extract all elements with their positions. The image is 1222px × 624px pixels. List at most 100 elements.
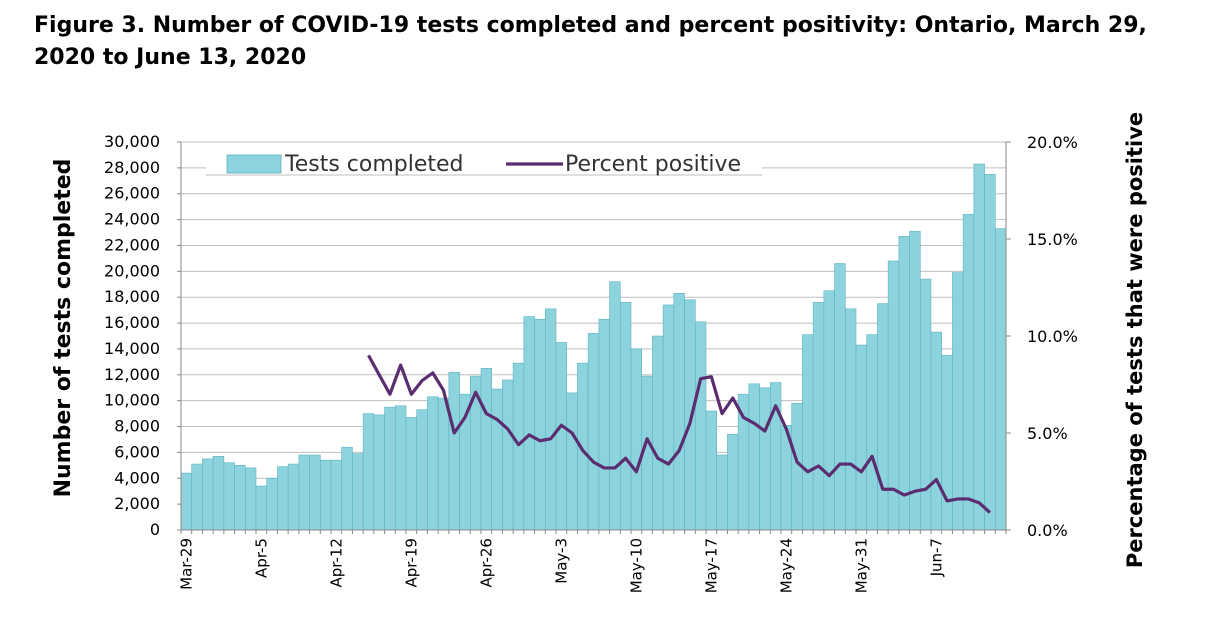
bar [609, 281, 621, 531]
bar [534, 318, 546, 531]
bar [298, 454, 310, 531]
bar [930, 331, 943, 531]
left-tick-label: 6,000 [114, 442, 160, 461]
bar [877, 303, 889, 531]
bar [566, 392, 578, 531]
bar [844, 308, 857, 531]
left-tick-label: 14,000 [104, 339, 160, 358]
bar [362, 413, 375, 531]
bar [244, 467, 257, 531]
bar [373, 414, 385, 531]
bar [941, 355, 953, 531]
bar [898, 236, 910, 531]
bar [319, 459, 332, 531]
bar [234, 465, 246, 531]
bar [266, 477, 278, 531]
bar [587, 333, 600, 531]
bar [727, 433, 739, 531]
x-tick-label: Apr-26 [477, 538, 495, 588]
x-tick-label: Apr-5 [252, 538, 270, 578]
y-axis-label: Number of tests completed [51, 159, 76, 498]
bar [384, 406, 396, 531]
figure-title: Figure 3. Number of COVID-19 tests compl… [34, 13, 1147, 70]
bar [212, 455, 225, 531]
bar [480, 368, 493, 531]
x-tick-label: Apr-12 [327, 538, 345, 588]
bar [705, 410, 718, 531]
x-tick-label: Jun-7 [927, 538, 945, 577]
left-tick-label: 24,000 [104, 210, 160, 229]
bar [405, 417, 418, 531]
bar [994, 228, 1007, 531]
x-tick-label: Apr-19 [402, 538, 420, 588]
right-axis-ticks: 0.0% 5.0% 10.0% 15.0% 20.0% [1006, 133, 1078, 540]
left-tick-label: 4,000 [114, 468, 160, 487]
bar [180, 472, 193, 531]
bar [330, 459, 343, 531]
bar [287, 463, 300, 531]
left-tick-label: 8,000 [114, 417, 160, 436]
left-tick-label: 0 [150, 520, 160, 539]
left-tick-label: 30,000 [104, 132, 160, 151]
x-axis-ticks: Mar-29 Apr-5 Apr-12 Apr-19 Apr-26 May-3 May-10… [177, 530, 1007, 593]
bar [223, 462, 235, 531]
left-tick-label: 22,000 [104, 235, 160, 254]
left-tick-label: 2,000 [114, 494, 160, 513]
bar [512, 362, 525, 531]
bar [759, 387, 771, 531]
legend-box [206, 153, 762, 175]
bar [684, 299, 696, 531]
left-tick-label: 28,000 [104, 158, 160, 177]
bar [416, 409, 428, 531]
percent-positive-line [367, 354, 992, 514]
bar [909, 230, 921, 531]
bar [191, 463, 203, 531]
x-tick-label: May-24 [777, 538, 795, 593]
left-tick-label: 10,000 [104, 391, 160, 410]
x-tick-label: May-17 [702, 538, 720, 593]
bar [491, 388, 503, 531]
right-tick-label: 15.0% [1027, 230, 1078, 249]
bar [716, 454, 728, 531]
bar [630, 348, 643, 531]
bar [255, 485, 268, 531]
bar [341, 446, 353, 531]
bar [394, 405, 407, 531]
right-tick-label: 0.0% [1027, 521, 1068, 540]
bar [834, 263, 846, 531]
bar [619, 302, 632, 531]
left-axis-ticks: 0 2,000 4,000 6,000 8,000 10,000 12,000 14,000 1… [104, 132, 181, 539]
bar [502, 379, 514, 531]
legend-label-positive: Percent positive [565, 152, 741, 177]
x-tick-label: May-10 [627, 538, 645, 593]
bar [694, 321, 707, 531]
right-tick-label: 5.0% [1027, 424, 1068, 443]
bar [919, 278, 932, 531]
bar [427, 396, 439, 531]
line-percent-positive [367, 354, 992, 514]
x-tick-label: Mar-29 [177, 538, 195, 590]
right-tick-label: 10.0% [1027, 327, 1078, 346]
bars-tests-completed [180, 163, 1007, 531]
bar [673, 293, 685, 531]
bar [352, 453, 364, 531]
bar [802, 334, 814, 531]
bar [598, 318, 610, 531]
bar [309, 454, 321, 531]
bar [662, 304, 675, 531]
bar [544, 308, 557, 531]
x-tick-label: May-31 [852, 538, 870, 593]
bar [855, 344, 868, 531]
bar [973, 163, 985, 531]
bar [555, 342, 568, 531]
y2-axis-label: Percentage of tests that were positive [1123, 112, 1147, 568]
bar [277, 466, 289, 531]
left-tick-label: 18,000 [104, 287, 160, 306]
left-tick-label: 16,000 [104, 313, 160, 332]
bar [523, 316, 535, 531]
bar [984, 174, 996, 531]
left-tick-label: 12,000 [104, 365, 160, 384]
bar [866, 334, 878, 531]
left-tick-label: 26,000 [104, 184, 160, 203]
